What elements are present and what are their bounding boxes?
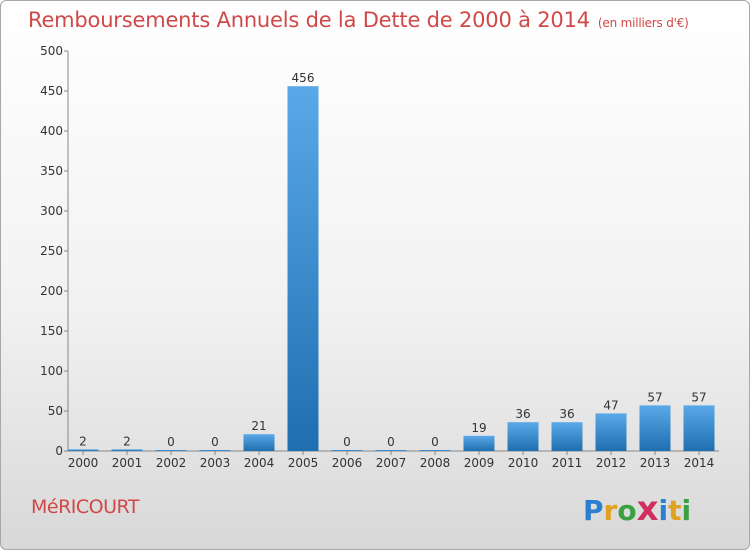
logo-letter: i <box>681 494 692 527</box>
bar <box>595 413 627 451</box>
logo-letter: i <box>658 494 669 527</box>
data-label: 0 <box>431 435 439 449</box>
commune-name: MéRICOURT <box>31 496 139 518</box>
logo-letter: o <box>617 494 637 527</box>
bar <box>683 405 715 451</box>
bar <box>155 450 187 451</box>
data-label: 21 <box>251 419 266 433</box>
x-tick-label: 2005 <box>288 456 319 470</box>
x-tick-label: 2001 <box>112 456 143 470</box>
chart-title-text: Remboursements Annuels de la Dette de 20… <box>28 8 590 32</box>
bar <box>375 450 407 451</box>
bar <box>419 450 451 451</box>
chart-title: Remboursements Annuels de la Dette de 20… <box>28 8 689 32</box>
y-tick-label: 150 <box>40 324 63 338</box>
bar <box>551 422 583 451</box>
data-label: 57 <box>647 390 662 404</box>
data-label: 0 <box>343 435 351 449</box>
logo-letter: t <box>668 494 682 527</box>
x-tick-label: 2000 <box>68 456 99 470</box>
logo-letter: r <box>603 494 618 527</box>
bar <box>463 435 495 451</box>
x-tick-label: 2013 <box>640 456 671 470</box>
data-label: 0 <box>167 435 175 449</box>
y-tick-label: 50 <box>48 404 63 418</box>
x-tick-label: 2009 <box>464 456 495 470</box>
bar <box>331 450 363 451</box>
data-label: 36 <box>515 407 530 421</box>
x-tick-label: 2010 <box>508 456 539 470</box>
y-tick-label: 200 <box>40 284 63 298</box>
data-label: 2 <box>79 434 87 448</box>
data-label: 36 <box>559 407 574 421</box>
data-label: 0 <box>211 435 219 449</box>
bar <box>507 422 539 451</box>
data-label: 456 <box>292 71 315 85</box>
logo-letter: x <box>636 489 659 529</box>
logo-letter: P <box>583 494 604 527</box>
x-tick-label: 2014 <box>684 456 715 470</box>
y-tick-label: 500 <box>40 44 63 58</box>
bar <box>287 86 319 451</box>
x-tick-label: 2007 <box>376 456 407 470</box>
bar <box>639 405 671 451</box>
y-tick-label: 450 <box>40 84 63 98</box>
x-tick-label: 2008 <box>420 456 451 470</box>
x-tick-label: 2002 <box>156 456 187 470</box>
x-tick-label: 2006 <box>332 456 363 470</box>
x-tick-label: 2004 <box>244 456 275 470</box>
y-tick-label: 0 <box>55 444 63 458</box>
data-label: 2 <box>123 434 131 448</box>
bars: 2 2 0 0 21 456 0 0 0 19 36 36 47 57 57 <box>67 71 715 451</box>
y-tick-label: 100 <box>40 364 63 378</box>
y-tick-label: 250 <box>40 244 63 258</box>
y-tick-label: 350 <box>40 164 63 178</box>
bar <box>243 434 275 451</box>
data-label: 0 <box>387 435 395 449</box>
data-label: 57 <box>691 390 706 404</box>
bar <box>67 449 99 451</box>
x-tick-label: 2011 <box>552 456 583 470</box>
bar <box>199 450 231 451</box>
x-tick-label: 2012 <box>596 456 627 470</box>
x-tick-label: 2003 <box>200 456 231 470</box>
chart-unit: (en milliers d'€) <box>597 16 689 30</box>
bar <box>111 449 143 451</box>
data-label: 19 <box>471 421 486 435</box>
y-tick-label: 300 <box>40 204 63 218</box>
y-tick-label: 400 <box>40 124 63 138</box>
proxiti-logo: Proxiti <box>583 489 691 529</box>
data-label: 47 <box>603 398 618 412</box>
